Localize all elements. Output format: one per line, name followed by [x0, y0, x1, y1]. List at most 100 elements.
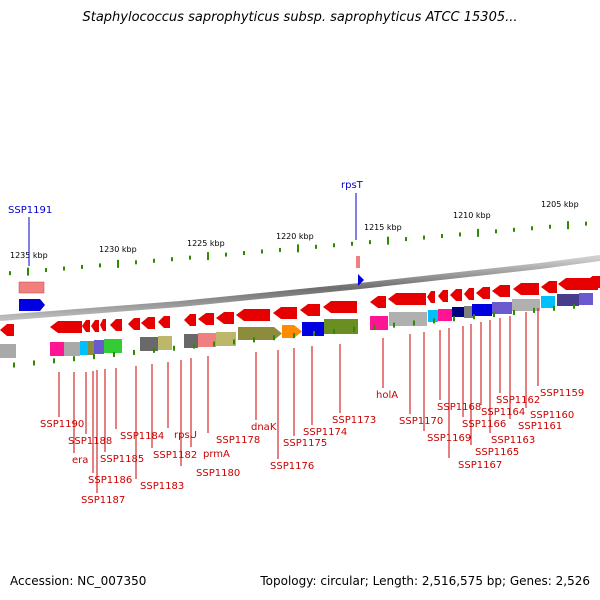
cog-block: [198, 333, 216, 347]
gene-label[interactable]: SSP1178: [216, 435, 260, 446]
gene-label[interactable]: SSP1167: [458, 460, 502, 471]
gene-arrow: [370, 296, 386, 308]
gene-label[interactable]: SSP1175: [283, 438, 327, 449]
scale-label: 1215 kbp: [364, 223, 402, 232]
gene-label[interactable]: SSP1163: [491, 435, 535, 446]
cog-block: [140, 337, 158, 351]
cog-block: [216, 332, 236, 346]
gene-arrow: [464, 288, 474, 300]
gene-arrow: [110, 319, 122, 331]
gene-block-cyan: [541, 296, 555, 308]
gene-arrow: [62, 321, 82, 333]
lower-ticks: [13, 303, 575, 368]
gene-label[interactable]: SSP1184: [120, 431, 164, 442]
gene-arrow: [158, 316, 170, 328]
scale-label: 1230 kbp: [99, 245, 137, 254]
gene-arrow: [184, 314, 196, 326]
gene-label[interactable]: SSP1186: [88, 475, 132, 486]
gene-label[interactable]: SSP1160: [530, 410, 574, 421]
gene-arrow: [141, 317, 155, 329]
cog-block: [0, 344, 16, 358]
gene-arrow: [82, 320, 90, 332]
gene-label[interactable]: SSP1187: [81, 495, 125, 506]
gene-label[interactable]: SSP1162: [496, 395, 540, 406]
gene-label[interactable]: SSP1180: [196, 468, 240, 479]
gene-label[interactable]: SSP1185: [100, 454, 144, 465]
gene-arrow: [0, 324, 14, 336]
gene-label[interactable]: SSP1159: [540, 388, 584, 399]
cog-block: [80, 341, 88, 355]
forward-strand-genes: [238, 293, 593, 340]
gene-label[interactable]: holA: [376, 390, 398, 401]
gene-labels: SSP1190 era SSP1188 SSP1186 SSP1187 SSP1185 SS…: [40, 388, 584, 506]
cog-block: [184, 334, 198, 348]
gene-label[interactable]: SSP1168: [437, 402, 481, 413]
accession-text: Accession: NC_007350: [10, 574, 147, 588]
gene-label[interactable]: prmA: [203, 449, 230, 460]
gene-label[interactable]: SSP1174: [303, 427, 347, 438]
gene-block-gray: [512, 299, 540, 311]
gene-arrow: [541, 281, 557, 293]
gene-label[interactable]: SSP1188: [68, 436, 112, 447]
cog-block: [50, 342, 64, 356]
gene-label[interactable]: SSP1164: [481, 407, 525, 418]
cog-block: [64, 342, 80, 356]
gene-arrow: [438, 290, 448, 302]
gene-label[interactable]: SSP1166: [462, 419, 506, 430]
gene-block-ssp1191: [18, 281, 45, 294]
gene-block-gray: [464, 306, 474, 318]
gene-label[interactable]: era: [72, 455, 88, 466]
cog-color-blocks: [0, 332, 236, 358]
gene-label[interactable]: rpsU: [174, 430, 197, 441]
gene-label[interactable]: SSP1161: [518, 421, 562, 432]
gene-label[interactable]: dnaK: [251, 422, 277, 433]
gene-label[interactable]: SSP1182: [153, 450, 197, 461]
gene-label[interactable]: SSP1176: [270, 461, 314, 472]
gene-arrow: [273, 307, 297, 319]
gene-arrow: [216, 312, 234, 324]
gene-label[interactable]: SSP1190: [40, 419, 84, 430]
gene-block-cyan: [428, 310, 438, 322]
gene-block-pink: [438, 309, 452, 321]
gene-label[interactable]: SSP1170: [399, 416, 443, 427]
gene-arrow: [427, 291, 435, 303]
reverse-strand-genes: [0, 276, 600, 336]
feature-label[interactable]: SSP1191: [8, 205, 52, 216]
gene-arrow: [238, 327, 282, 340]
gene-block-gray: [389, 312, 427, 326]
gene-arrow: [513, 283, 539, 295]
gene-arrow: [585, 276, 600, 288]
gene-block-blue: [302, 322, 324, 336]
scale-ticks: [9, 221, 587, 276]
gene-arrow: [282, 325, 302, 338]
scale-label: 1220 kbp: [276, 232, 314, 241]
gene-arrow-ssp1191: [19, 299, 45, 311]
gene-block-slate: [492, 302, 512, 314]
gene-arrow: [91, 320, 99, 332]
gene-label[interactable]: SSP1169: [427, 433, 471, 444]
scale-label: 1210 kbp: [453, 211, 491, 220]
map-title: Staphylococcus saprophyticus subsp. sapr…: [82, 10, 518, 25]
top-feature-labels: SSP1191 rpsT: [8, 180, 364, 266]
scale-label: 1205 kbp: [541, 200, 579, 209]
gene-arrow-rpst: [358, 274, 364, 286]
gene-label[interactable]: SSP1173: [332, 415, 376, 426]
gene-block-darkslate: [557, 294, 579, 306]
gene-arrow: [492, 285, 510, 297]
feature-label[interactable]: rpsT: [341, 180, 364, 191]
gene-label-leader-lines: [58, 308, 539, 493]
gene-arrow: [476, 287, 490, 299]
gene-block-pink: [370, 316, 388, 330]
cog-block: [88, 341, 94, 355]
gene-label[interactable]: SSP1165: [475, 447, 519, 458]
gene-arrow: [198, 313, 214, 325]
gene-block-navy: [452, 307, 464, 317]
gene-label[interactable]: SSP1183: [140, 481, 184, 492]
gene-arrow: [323, 301, 357, 313]
genome-backbone: [0, 255, 600, 321]
gene-arrow: [450, 289, 462, 301]
scale-label: 1225 kbp: [187, 239, 225, 248]
gene-block-olive: [324, 319, 358, 334]
